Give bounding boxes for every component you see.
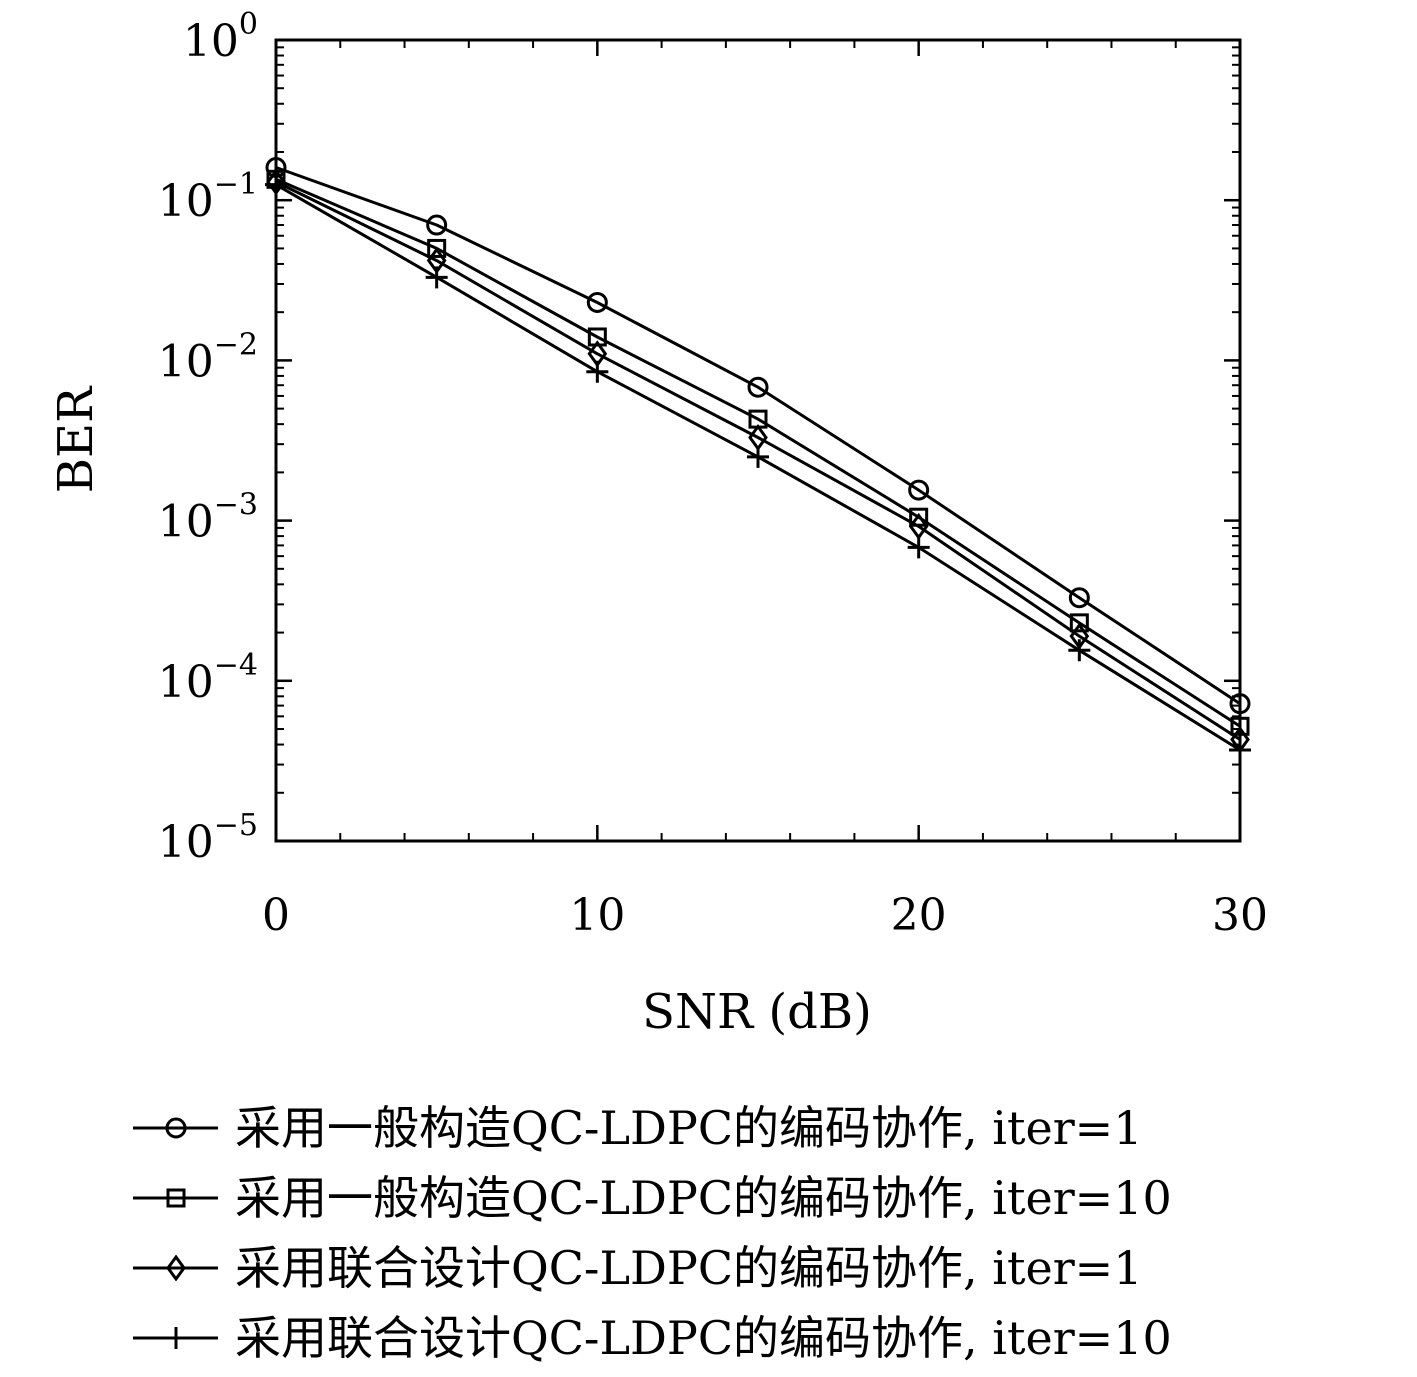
square-marker	[166, 1188, 186, 1208]
plus-marker	[907, 536, 930, 559]
plus-marker	[747, 445, 769, 468]
y-tick-label: 10−3	[158, 488, 258, 548]
x-tick-label: 10	[569, 890, 625, 941]
legend-entry: 采用联合设计QC-LDPC的编码协作, iter=1	[133, 1241, 1143, 1295]
y-tick-label: 10−2	[158, 327, 258, 387]
series-line-1	[275, 166, 1241, 705]
diamond-marker	[166, 1254, 186, 1282]
circle-marker	[165, 1117, 187, 1139]
square-marker	[909, 507, 929, 527]
plus-marker	[265, 173, 287, 196]
major-ticks	[274, 38, 1242, 843]
x-tick-label: 20	[891, 890, 947, 941]
series-markers	[265, 156, 1251, 761]
y-tick-label: 10−4	[158, 648, 258, 708]
x-tick-labels: 0 10 20 30	[262, 890, 1268, 941]
x-tick-label: 30	[1212, 890, 1268, 941]
circle-marker	[1068, 587, 1090, 609]
x-axis-label: SNR (dB)	[642, 984, 872, 1040]
circle-marker	[1229, 693, 1251, 715]
circle-marker	[426, 214, 448, 236]
y-tick-label: 10−1	[158, 167, 258, 227]
y-tick-labels: 100 10−1 10−2 10−3 10−4 10−5	[158, 7, 258, 868]
x-tick-label: 0	[262, 890, 290, 941]
plus-marker	[586, 360, 609, 383]
series-line-3	[275, 180, 1241, 741]
legend-label: 采用联合设计QC-LDPC的编码协作, iter=1	[235, 1241, 1143, 1295]
plot-frame	[274, 38, 1242, 843]
square-marker	[1069, 613, 1089, 633]
y-tick-label: 100	[183, 7, 258, 67]
minor-ticks	[276, 40, 1240, 841]
plus-marker	[1229, 738, 1251, 761]
plus-marker	[1068, 639, 1091, 662]
plus-marker	[425, 266, 448, 289]
legend-entry: 采用一般构造QC-LDPC的编码协作, iter=10	[133, 1171, 1172, 1225]
legend-entry: 采用联合设计QC-LDPC的编码协作, iter=10	[133, 1311, 1172, 1365]
circle-marker	[586, 291, 608, 313]
plus-marker	[165, 1327, 187, 1349]
legend-label: 采用一般构造QC-LDPC的编码协作, iter=10	[235, 1171, 1172, 1225]
y-tick-label: 10−5	[158, 808, 258, 868]
plot-area-border	[274, 38, 1242, 843]
legend-label: 采用一般构造QC-LDPC的编码协作, iter=1	[235, 1101, 1143, 1155]
square-marker	[1230, 716, 1250, 736]
circle-marker	[908, 479, 930, 501]
legend-label: 采用联合设计QC-LDPC的编码协作, iter=10	[235, 1311, 1172, 1365]
y-axis-label: BER	[48, 385, 104, 493]
circle-marker	[747, 376, 769, 398]
square-marker	[427, 238, 447, 258]
legend: 采用一般构造QC-LDPC的编码协作, iter=1 采用一般构造QC-LDPC的…	[133, 1101, 1172, 1365]
legend-entry: 采用一般构造QC-LDPC的编码协作, iter=1	[133, 1101, 1143, 1155]
